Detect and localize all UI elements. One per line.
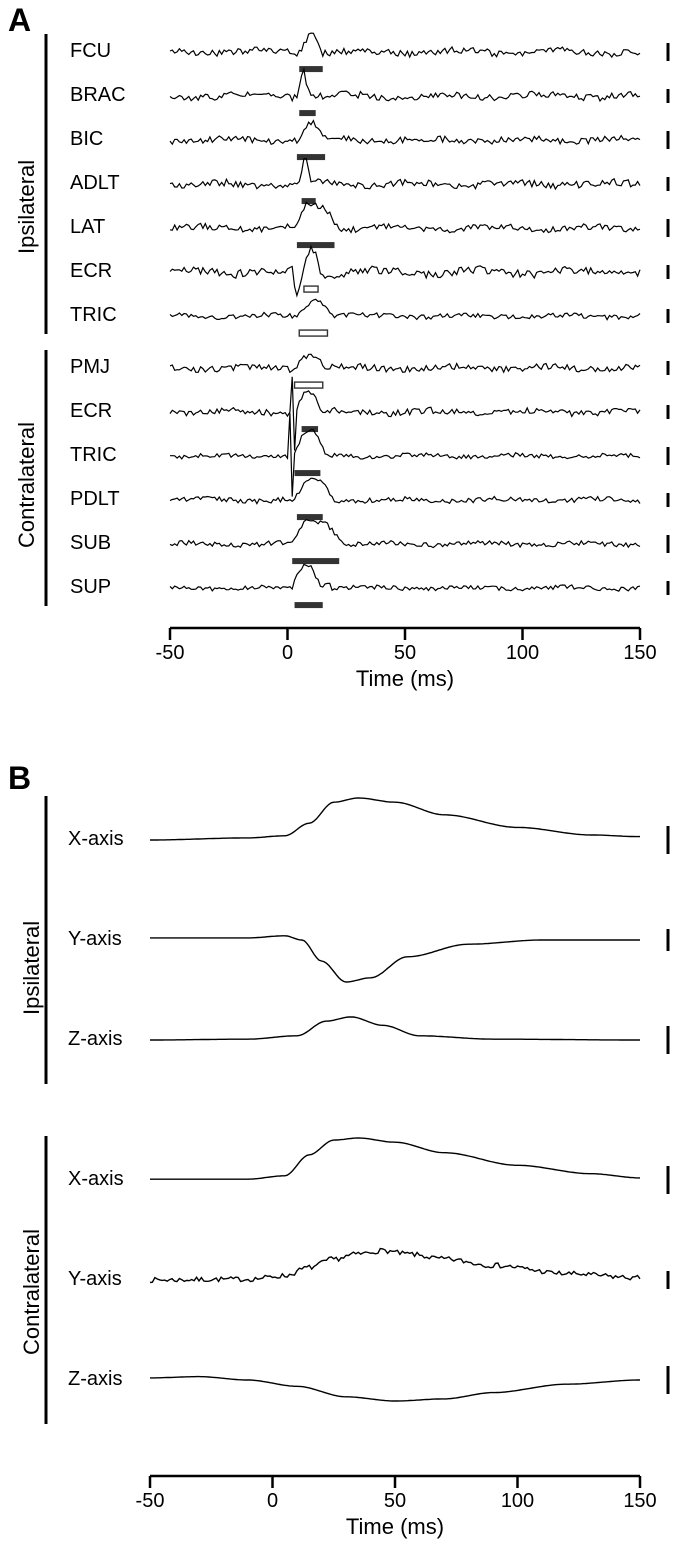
trace-b-con_X: [150, 1138, 640, 1179]
xtick-b-0: 0: [248, 1490, 298, 1513]
trace-label-b-con_X: X-axis: [68, 1168, 158, 1191]
trace-ecr2: [170, 377, 640, 451]
event-bar-sub: [292, 558, 339, 564]
xtick-b-150: 150: [615, 1490, 665, 1513]
event-bar-ecr: [304, 286, 318, 292]
event-bar-tric2: [295, 470, 321, 476]
xtick-a-50: 50: [380, 642, 430, 665]
trace-label-ecr-0: ECR: [70, 260, 160, 283]
trace-sub: [170, 520, 640, 548]
xtick-b-100: 100: [493, 1490, 543, 1513]
trace-ecr: [170, 246, 640, 295]
trace-adlt: [170, 159, 640, 189]
trace-tric: [170, 299, 640, 319]
trace-label-b-con_Y: Y-axis: [68, 1268, 158, 1291]
trace-pmj: [170, 354, 640, 372]
trace-label-bic-0: BIC: [70, 128, 160, 151]
panel-a-letter: A: [8, 2, 31, 39]
xtick-b-50: 50: [370, 1490, 420, 1513]
trace-label-b-ipsi_Y: Y-axis: [68, 928, 158, 951]
event-bar-adlt: [302, 198, 316, 204]
trace-label-b-ipsi_X: X-axis: [68, 828, 158, 851]
group-label-b-ipsilateral: Ipsilateral: [19, 865, 43, 1015]
event-bar-ecr2: [302, 426, 318, 432]
group-label-b-contralateral: Contralateral: [19, 1205, 43, 1355]
trace-label-sup-1: SUP: [70, 576, 160, 599]
trace-fcu: [170, 33, 640, 57]
event-bar-bic: [297, 154, 325, 160]
trace-b-ipsi_Y: [150, 936, 640, 982]
trace-label-tric-1: TRIC: [70, 444, 160, 467]
xtick-b--50: -50: [125, 1490, 175, 1513]
trace-label-pmj-1: PMJ: [70, 356, 160, 379]
xtick-a-100: 100: [498, 642, 548, 665]
trace-label-brac-0: BRAC: [70, 84, 160, 107]
event-bar-brac: [299, 110, 315, 116]
xtick-a-0: 0: [263, 642, 313, 665]
trace-b-ipsi_Z: [150, 1017, 640, 1040]
group-label-ipsilateral: Ipsilateral: [14, 114, 38, 254]
trace-label-ecr-1: ECR: [70, 400, 160, 423]
trace-b-con_Z: [150, 1377, 640, 1401]
x-axis-label-a: Time (ms): [345, 666, 465, 692]
panel-b-letter: B: [8, 760, 31, 797]
trace-lat: [170, 202, 640, 232]
trace-label-b-con_Z: Z-axis: [68, 1368, 158, 1391]
event-bar-lat: [297, 242, 335, 248]
trace-label-fcu-0: FCU: [70, 40, 160, 63]
figure-root: A Ipsilateral Contralateral FCU BRAC BIC ADLT L…: [0, 0, 687, 1499]
trace-label-pdlt-1: PDLT: [70, 488, 160, 511]
group-label-contralateral: Contralateral: [14, 408, 38, 548]
trace-label-b-ipsi_Z: Z-axis: [68, 1028, 158, 1051]
trace-pdlt: [170, 478, 640, 503]
panel-b-svg: [0, 760, 687, 1546]
trace-label-lat-0: LAT: [70, 216, 160, 239]
trace-label-adlt-0: ADLT: [70, 172, 160, 195]
trace-sup: [170, 564, 640, 591]
xtick-a-150: 150: [615, 642, 665, 665]
trace-label-sub-1: SUB: [70, 532, 160, 555]
trace-brac: [170, 70, 640, 102]
trace-label-tric-0: TRIC: [70, 304, 160, 327]
event-bar-sup: [295, 602, 323, 608]
trace-b-con_Y: [150, 1249, 640, 1283]
event-bar-pdlt: [297, 514, 323, 520]
trace-bic: [170, 121, 640, 145]
trace-tric2: [170, 413, 640, 496]
trace-b-ipsi_X: [150, 798, 640, 840]
x-axis-label-b: Time (ms): [335, 1514, 455, 1540]
xtick-a--50: -50: [145, 642, 195, 665]
event-bar-pmj: [295, 382, 323, 388]
event-bar-tric: [299, 330, 327, 336]
